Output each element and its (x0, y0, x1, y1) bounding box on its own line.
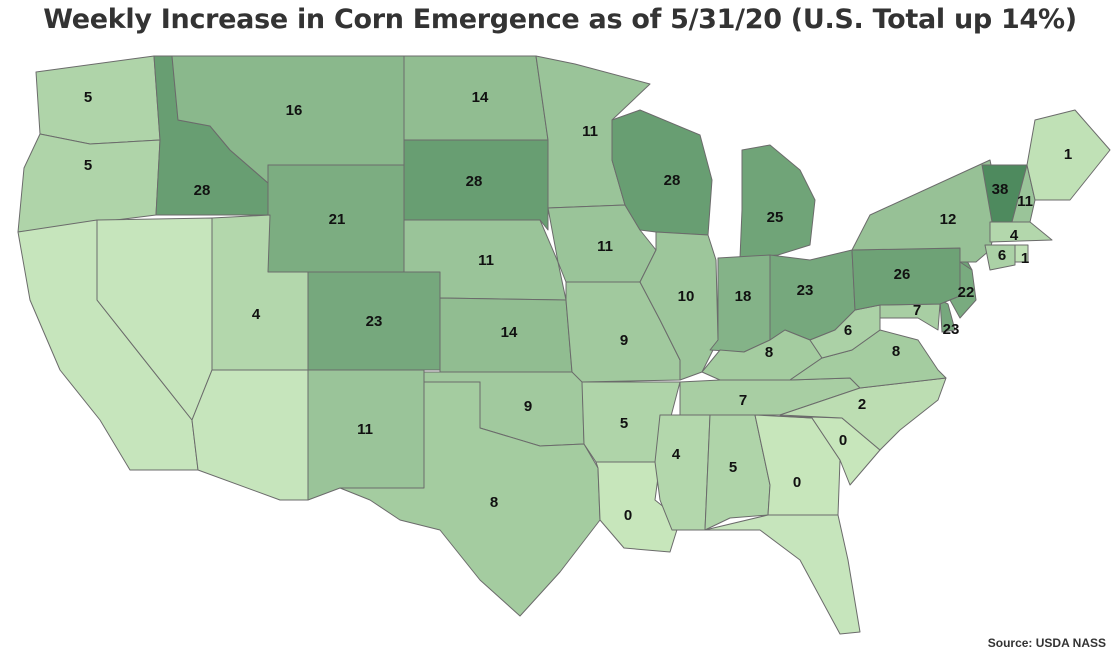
state-ri (1014, 244, 1029, 263)
state-nj (949, 261, 977, 319)
state-value-sd: 28 (466, 173, 483, 190)
state-value-ok: 9 (524, 398, 532, 415)
state-value-me: 1 (1064, 146, 1072, 163)
state-value-oh: 23 (797, 282, 814, 299)
state-value-il: 10 (678, 288, 695, 305)
state-value-tx: 8 (490, 494, 498, 511)
state-value-tn: 7 (739, 392, 747, 409)
state-value-ut: 4 (252, 306, 261, 323)
state-value-ct: 6 (998, 247, 1006, 264)
state-value-ms: 4 (672, 446, 681, 463)
state-ny (851, 159, 1001, 263)
state-value-wa: 5 (84, 89, 92, 106)
state-or (17, 133, 161, 233)
state-tx (339, 381, 601, 617)
state-value-mn: 11 (582, 123, 598, 140)
state-de (939, 299, 956, 333)
map-title: Weekly Increase in Corn Emergence as of … (43, 4, 1077, 35)
state-value-nh: 11 (1017, 193, 1033, 210)
source-note: Source: USDA NASS (987, 636, 1106, 650)
state-sd (403, 139, 549, 231)
state-value-ne: 11 (478, 252, 494, 269)
state-il (639, 231, 719, 381)
state-value-wy: 21 (329, 211, 346, 228)
state-value-ia: 11 (597, 238, 613, 255)
state-value-va: 8 (892, 343, 900, 360)
state-value-nm: 11 (357, 421, 373, 438)
state-value-mt: 16 (286, 102, 303, 119)
state-value-or: 5 (84, 157, 92, 174)
state-me (1026, 109, 1111, 201)
state-value-md: 7 (913, 302, 921, 319)
state-mi (739, 144, 816, 259)
state-value-ks: 14 (501, 324, 518, 341)
state-ma (989, 221, 1053, 243)
state-value-sc: 0 (839, 432, 847, 449)
state-value-vt: 38 (992, 181, 1009, 198)
state-value-ga: 0 (793, 474, 801, 491)
state-value-pa: 26 (894, 266, 911, 283)
state-value-nd: 14 (472, 89, 489, 106)
state-ct (984, 244, 1016, 271)
state-value-wv: 6 (844, 322, 852, 339)
state-value-mo: 9 (620, 332, 628, 349)
state-value-mi: 25 (767, 209, 784, 226)
state-value-id: 28 (194, 182, 211, 199)
state-value-nc: 2 (858, 396, 866, 413)
state-md (879, 303, 941, 331)
state-value-ri: 1 (1021, 250, 1029, 267)
state-value-de: 23 (943, 321, 960, 338)
state-value-al: 5 (729, 459, 737, 476)
state-value-ma: 4 (1010, 227, 1019, 244)
state-value-ar: 5 (620, 415, 628, 432)
state-value-ny: 12 (940, 211, 957, 228)
state-value-co: 23 (366, 313, 383, 330)
state-value-la: 0 (624, 507, 632, 524)
state-wa (35, 55, 161, 145)
state-value-nj: 22 (958, 284, 975, 301)
state-value-wi: 28 (664, 172, 681, 189)
state-az (191, 369, 309, 501)
state-fl (704, 514, 861, 635)
state-value-in: 18 (735, 288, 752, 305)
state-value-ky: 8 (765, 344, 773, 361)
